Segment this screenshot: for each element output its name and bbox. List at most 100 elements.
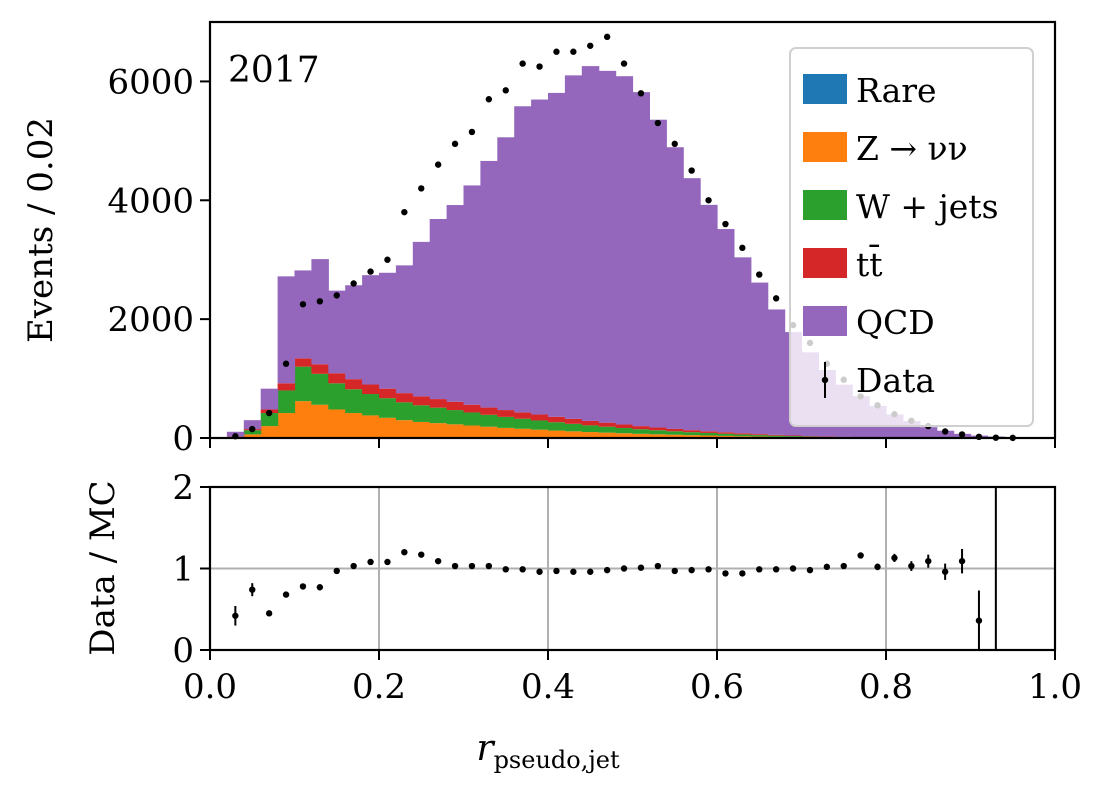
- bar-tt: [733, 433, 752, 435]
- bar-tt: [412, 396, 431, 406]
- ratio-ticks: 0.0 0.2 0.4 0.6 0.8 1.0 0 1 2: [172, 468, 1082, 707]
- legend-swatch: [803, 306, 847, 336]
- legend-label: Data: [856, 361, 935, 400]
- legend-swatch: [803, 132, 847, 162]
- y-tick-label: 2000: [107, 300, 194, 340]
- ratio-point: [502, 566, 509, 573]
- ratio-point: [350, 562, 357, 570]
- bar-z: [446, 424, 465, 438]
- bar-w-jets: [531, 420, 549, 430]
- data-point: [468, 128, 476, 136]
- ratio-point: [722, 570, 729, 577]
- bar-z: [700, 435, 718, 438]
- bar-qcd: [683, 178, 701, 431]
- x-tick-label: 0.8: [859, 667, 913, 707]
- bar-w-jets: [767, 435, 786, 437]
- ratio-point: [299, 583, 307, 590]
- bar-tt: [328, 373, 346, 384]
- bar-z: [294, 401, 312, 438]
- data-point: [739, 244, 746, 252]
- bar-qcd: [548, 92, 566, 417]
- bar-w-jets: [666, 431, 684, 435]
- bar-qcd: [733, 257, 752, 434]
- data-point: [519, 60, 526, 67]
- ratio-point: [891, 554, 898, 562]
- data-point: [316, 298, 324, 305]
- ratio-point: [874, 563, 881, 571]
- y-tick-label: 4000: [107, 181, 194, 221]
- ratio-point: [553, 567, 560, 575]
- bar-tt: [649, 427, 667, 431]
- stacked-histogram: [226, 66, 1039, 438]
- bar-w-jets: [700, 432, 718, 436]
- data-point: [620, 60, 628, 67]
- bar-w-jets: [717, 433, 735, 436]
- bar-tt: [700, 431, 718, 433]
- bar-qcd: [564, 75, 583, 419]
- bar-qcd: [328, 290, 346, 374]
- bar-w-jets: [463, 412, 481, 426]
- legend: Rare Z → νν W + jets tt̄ QCD Data: [789, 47, 1034, 427]
- bar-w-jets: [412, 405, 431, 422]
- bar-w-jets: [548, 422, 566, 431]
- bar-z: [311, 404, 329, 438]
- data-point: [282, 360, 290, 367]
- bar-z: [615, 433, 634, 438]
- bar-w-jets: [564, 423, 583, 432]
- ratio-point: [806, 566, 814, 574]
- bar-qcd: [429, 219, 448, 400]
- bar-z: [598, 432, 617, 438]
- bar-qcd: [615, 76, 634, 425]
- main-plot-frame: [208, 20, 1057, 440]
- data-point: [553, 48, 560, 55]
- bar-z: [260, 426, 279, 438]
- main-histogram-panel: 0 2000 4000 6000 2017 Rare Z → νν W + jets tt̄…: [21, 20, 1057, 459]
- bar-z: [395, 420, 414, 438]
- y-tick-label: 2: [172, 468, 194, 508]
- bar-w-jets: [429, 407, 448, 424]
- data-point: [958, 431, 966, 438]
- bar-qcd: [750, 282, 769, 435]
- ratio-point: [925, 557, 932, 565]
- ratio-point: [485, 562, 493, 570]
- bar-w-jets: [615, 428, 634, 434]
- bar-qcd: [717, 229, 735, 433]
- bar-qcd: [632, 92, 650, 427]
- bar-qcd: [260, 388, 279, 410]
- bar-qcd: [700, 204, 718, 432]
- ratio-panel: 0.0 0.2 0.4 0.6 0.8 1.0 0 1 2 Data / MC: [83, 468, 1082, 707]
- ratio-point: [688, 566, 695, 574]
- bar-z: [463, 425, 481, 438]
- legend-label: Rare: [856, 71, 937, 110]
- bar-qcd: [395, 265, 414, 394]
- bar-z: [379, 417, 397, 438]
- ratio-point: [451, 562, 459, 570]
- bar-tt: [784, 435, 803, 437]
- ratio-point: [570, 568, 577, 575]
- data-point: [722, 220, 729, 228]
- data-point: [401, 208, 408, 216]
- y-axis-label-ratio: Data / MC: [83, 480, 123, 655]
- data-point: [384, 256, 391, 263]
- bar-tt: [294, 358, 312, 367]
- ratio-point: [468, 562, 476, 570]
- bar-tt: [429, 399, 448, 408]
- ratio-point: [789, 565, 797, 572]
- bar-tt: [531, 414, 549, 421]
- bar-tt: [581, 420, 600, 426]
- bar-w-jets: [514, 418, 532, 429]
- bar-qcd: [581, 66, 600, 421]
- bar-z: [480, 426, 498, 438]
- data-point: [485, 96, 493, 103]
- legend-swatch: [803, 248, 847, 278]
- ratio-point: [840, 562, 847, 570]
- bar-qcd: [531, 99, 549, 415]
- bar-z: [243, 434, 262, 438]
- bar-z: [277, 413, 296, 438]
- bar-tt: [632, 426, 650, 430]
- ratio-point: [232, 612, 239, 619]
- data-point: [536, 63, 543, 70]
- ratio-point: [908, 562, 915, 570]
- bar-w-jets: [395, 402, 414, 421]
